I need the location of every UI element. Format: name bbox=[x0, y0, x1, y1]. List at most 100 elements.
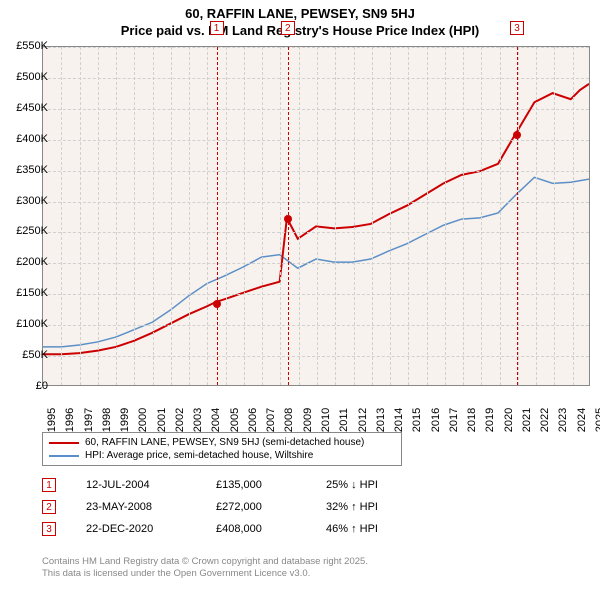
sale-date: 23-MAY-2008 bbox=[86, 501, 186, 513]
sale-marker-dot bbox=[513, 131, 521, 139]
sale-row: 223-MAY-2008£272,00032% ↑ HPI bbox=[42, 500, 416, 514]
x-tick-label: 2003 bbox=[192, 408, 204, 432]
event-marker: 2 bbox=[281, 21, 295, 35]
sale-delta: 25% ↓ HPI bbox=[326, 479, 416, 491]
footer-line: This data is licensed under the Open Gov… bbox=[42, 568, 368, 580]
y-tick-label: £500K bbox=[16, 71, 48, 83]
gridline-h bbox=[43, 356, 589, 357]
gridline-h bbox=[43, 202, 589, 203]
x-tick-label: 2023 bbox=[557, 408, 569, 432]
legend-item: 60, RAFFIN LANE, PEWSEY, SN9 5HJ (semi-d… bbox=[49, 436, 395, 449]
x-tick-label: 2020 bbox=[503, 408, 515, 432]
x-tick-label: 2013 bbox=[375, 408, 387, 432]
x-tick-label: 2007 bbox=[265, 408, 277, 432]
x-tick-label: 2015 bbox=[411, 408, 423, 432]
gridline-v bbox=[445, 47, 446, 385]
sale-date: 12-JUL-2004 bbox=[86, 479, 186, 491]
gridline-v bbox=[134, 47, 135, 385]
gridline-v bbox=[80, 47, 81, 385]
x-tick-label: 2016 bbox=[430, 408, 442, 432]
y-tick-label: £250K bbox=[16, 225, 48, 237]
event-line bbox=[217, 47, 218, 385]
series-line bbox=[43, 84, 589, 354]
attribution-footer: Contains HM Land Registry data © Crown c… bbox=[42, 556, 368, 581]
sale-delta: 32% ↑ HPI bbox=[326, 501, 416, 513]
x-tick-label: 2005 bbox=[229, 408, 241, 432]
x-tick-label: 2010 bbox=[320, 408, 332, 432]
x-tick-label: 1995 bbox=[46, 408, 58, 432]
y-tick-label: £350K bbox=[16, 164, 48, 176]
x-tick-label: 2018 bbox=[466, 408, 478, 432]
x-tick-label: 2021 bbox=[521, 408, 533, 432]
x-tick-label: 2025 bbox=[594, 408, 600, 432]
gridline-h bbox=[43, 232, 589, 233]
event-marker: 3 bbox=[510, 21, 524, 35]
gridline-v bbox=[481, 47, 482, 385]
y-tick-label: £0 bbox=[36, 380, 48, 392]
chart-container: 60, RAFFIN LANE, PEWSEY, SN9 5HJ Price p… bbox=[0, 0, 600, 590]
y-tick-label: £300K bbox=[16, 195, 48, 207]
plot-area: 123 bbox=[42, 46, 590, 386]
x-tick-label: 1999 bbox=[119, 408, 131, 432]
legend-swatch bbox=[49, 455, 79, 457]
gridline-h bbox=[43, 325, 589, 326]
y-tick-label: £450K bbox=[16, 102, 48, 114]
gridline-v bbox=[244, 47, 245, 385]
y-tick-label: £50K bbox=[22, 349, 48, 361]
y-tick-label: £150K bbox=[16, 287, 48, 299]
event-marker: 1 bbox=[210, 21, 224, 35]
gridline-v bbox=[98, 47, 99, 385]
gridline-v bbox=[61, 47, 62, 385]
gridline-v bbox=[408, 47, 409, 385]
x-tick-label: 2014 bbox=[393, 408, 405, 432]
gridline-v bbox=[280, 47, 281, 385]
sale-price: £135,000 bbox=[216, 479, 296, 491]
sale-price: £408,000 bbox=[216, 523, 296, 535]
x-tick-label: 2002 bbox=[174, 408, 186, 432]
x-tick-label: 2017 bbox=[448, 408, 460, 432]
x-tick-label: 2006 bbox=[247, 408, 259, 432]
gridline-v bbox=[207, 47, 208, 385]
x-tick-label: 2019 bbox=[484, 408, 496, 432]
legend-swatch bbox=[49, 442, 79, 444]
y-tick-label: £100K bbox=[16, 318, 48, 330]
gridline-h bbox=[43, 171, 589, 172]
x-tick-label: 2000 bbox=[137, 408, 149, 432]
gridline-h bbox=[43, 47, 589, 48]
gridline-v bbox=[573, 47, 574, 385]
gridline-v bbox=[390, 47, 391, 385]
x-tick-label: 2022 bbox=[539, 408, 551, 432]
sale-marker-dot bbox=[213, 300, 221, 308]
gridline-h bbox=[43, 140, 589, 141]
gridline-v bbox=[354, 47, 355, 385]
sale-date: 22-DEC-2020 bbox=[86, 523, 186, 535]
legend: 60, RAFFIN LANE, PEWSEY, SN9 5HJ (semi-d… bbox=[42, 432, 402, 466]
sale-marker-dot bbox=[284, 215, 292, 223]
event-line bbox=[517, 47, 518, 385]
sale-price: £272,000 bbox=[216, 501, 296, 513]
sale-row: 3 22-DEC-2020 £408,000 46% ↑ HPI bbox=[42, 522, 416, 536]
legend-label: HPI: Average price, semi-detached house,… bbox=[85, 450, 313, 461]
x-tick-label: 2001 bbox=[156, 408, 168, 432]
gridline-v bbox=[262, 47, 263, 385]
sales-table: 112-JUL-2004£135,00025% ↓ HPI223-MAY-200… bbox=[42, 478, 416, 544]
sale-delta: 46% ↑ HPI bbox=[326, 523, 416, 535]
x-tick-label: 2012 bbox=[357, 408, 369, 432]
x-tick-label: 2008 bbox=[283, 408, 295, 432]
gridline-h bbox=[43, 294, 589, 295]
gridline-v bbox=[116, 47, 117, 385]
x-tick-label: 2024 bbox=[576, 408, 588, 432]
sale-num-box: 3 bbox=[42, 522, 56, 536]
series-line bbox=[43, 177, 589, 347]
gridline-v bbox=[335, 47, 336, 385]
gridline-v bbox=[299, 47, 300, 385]
gridline-v bbox=[554, 47, 555, 385]
y-tick-label: £550K bbox=[16, 40, 48, 52]
footer-line: Contains HM Land Registry data © Crown c… bbox=[42, 556, 368, 568]
legend-label: 60, RAFFIN LANE, PEWSEY, SN9 5HJ (semi-d… bbox=[85, 437, 364, 448]
gridline-v bbox=[171, 47, 172, 385]
gridline-h bbox=[43, 263, 589, 264]
gridline-h bbox=[43, 78, 589, 79]
x-tick-label: 1998 bbox=[101, 408, 113, 432]
sale-row: 112-JUL-2004£135,00025% ↓ HPI bbox=[42, 478, 416, 492]
